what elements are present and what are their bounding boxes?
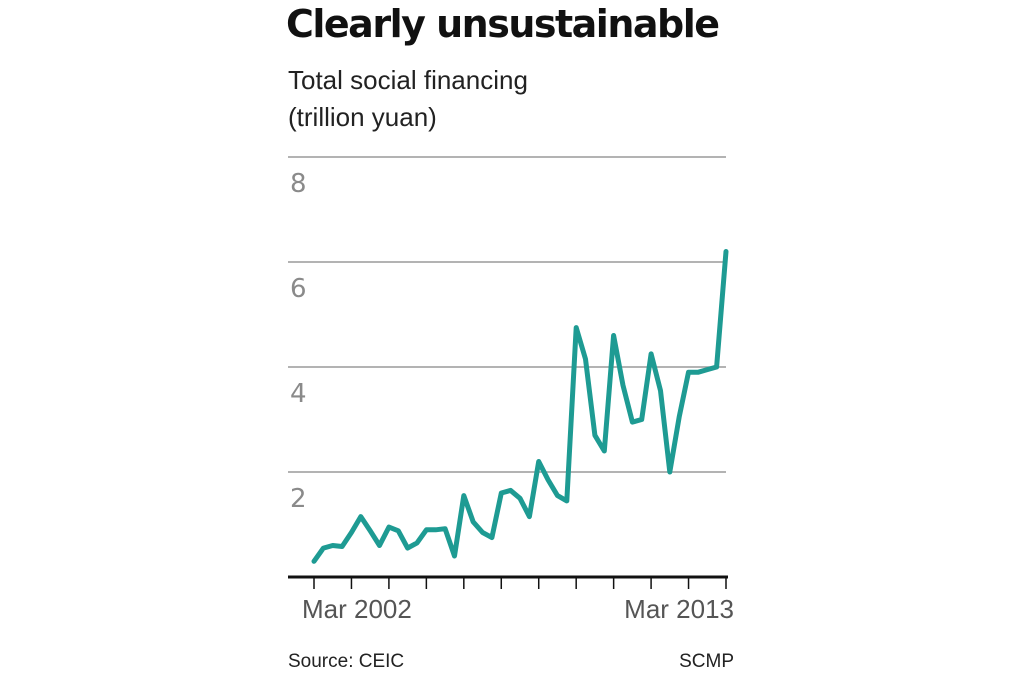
y-tick-label-2: 2	[290, 484, 307, 514]
source-note: Source: CEIC	[288, 651, 405, 672]
x-tick-label-start: Mar 2002	[302, 594, 412, 624]
series-layer	[311, 249, 729, 564]
x-tick-label-end: Mar 2013	[624, 594, 734, 624]
credit-label: SCMP	[679, 651, 734, 672]
chart-title: Clearly unsustainable	[286, 2, 720, 46]
y-tick-labels: 2 4 6 8	[290, 169, 307, 514]
gridlines	[288, 156, 726, 473]
y-tick-label-8: 8	[290, 169, 307, 199]
y-tick-label-4: 4	[290, 379, 307, 409]
x-axis	[288, 575, 728, 589]
chart-subtitle: Total social financing (trillion yuan)	[288, 62, 528, 136]
subtitle-line-2: (trillion yuan)	[288, 102, 437, 132]
subtitle-line-1: Total social financing	[288, 65, 528, 95]
y-tick-label-6: 6	[290, 274, 307, 304]
series-line-total-social-financing	[311, 249, 729, 564]
x-tick-labels: Mar 2002 Mar 2013	[302, 594, 734, 624]
